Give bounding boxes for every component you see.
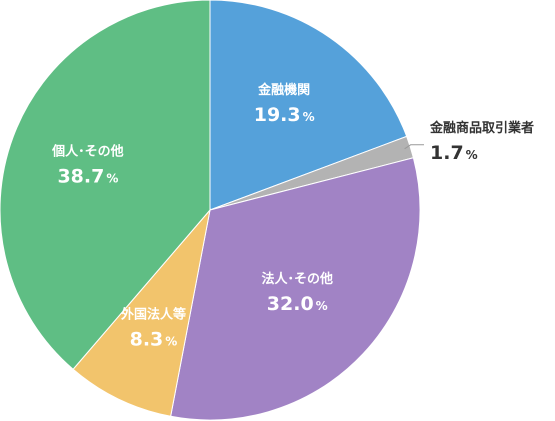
pie-slice-4 bbox=[72, 208, 211, 417]
slice-label-name: 個人･その他 bbox=[51, 144, 124, 160]
pie-slice-1 bbox=[209, 0, 408, 211]
slice-label-name: 外国法人等 bbox=[120, 306, 186, 322]
slice-label-value: 38.7% bbox=[57, 166, 118, 188]
pie-slices bbox=[0, 0, 421, 421]
slice-label-value: 19.3% bbox=[254, 104, 315, 126]
slice-label-value: 8.3% bbox=[130, 328, 178, 350]
slice-labels: 金融機関 19.3 % 金融商品取引業者 1.7 % 法人･その他 32.0 % 外国法人等 8.3… bbox=[51, 82, 534, 350]
pie-slice-5 bbox=[0, 0, 211, 370]
leader-line bbox=[404, 144, 424, 150]
pie-slice-3 bbox=[170, 157, 421, 421]
slice-label-name: 金融機関 bbox=[257, 82, 310, 98]
slice-label-value: 32.0% bbox=[267, 293, 328, 315]
slice-label-name: 金融商品取引業者 bbox=[429, 120, 534, 136]
slice-label-name: 法人･その他 bbox=[261, 271, 333, 287]
slice-label-value: 1.7% bbox=[430, 142, 478, 164]
